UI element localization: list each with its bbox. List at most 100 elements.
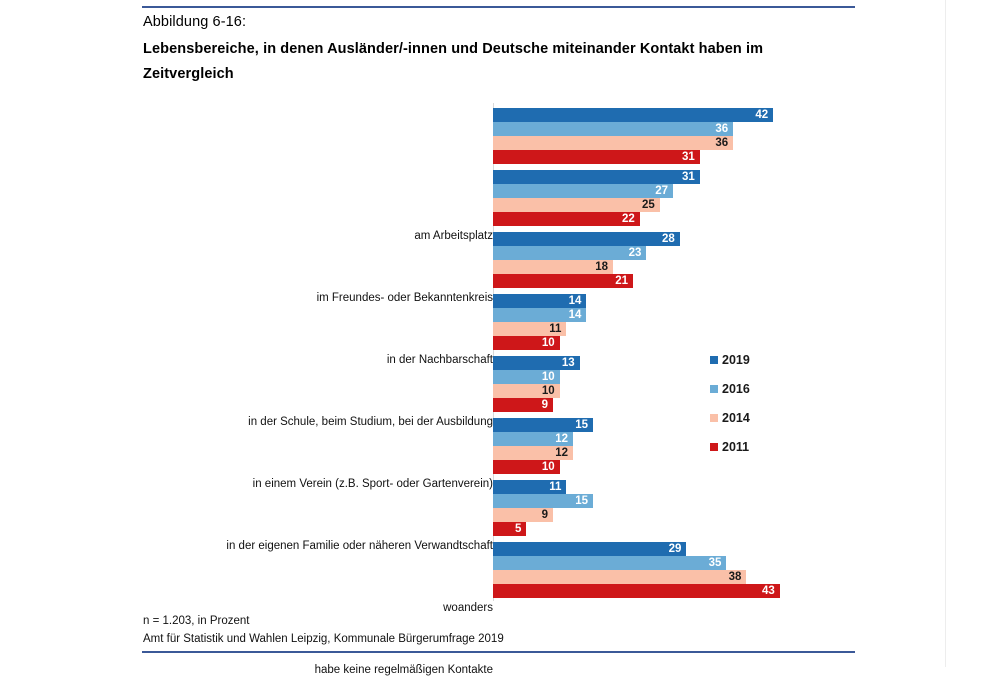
bar-row: 21 [493,274,855,288]
bar-value-label: 10 [541,385,555,397]
bar-value-label: 21 [615,275,629,287]
bar-value-label: 22 [621,213,635,225]
bar-row: 31 [493,170,855,184]
bar-value-label: 9 [541,399,549,411]
bar-2019-0[interactable] [493,108,774,122]
bar-value-label: 36 [715,137,729,149]
bar-value-label: 11 [549,481,562,493]
category-label: im Freundes- oder Bekanntenkreis [316,292,493,304]
bar-2019-6[interactable] [493,480,567,494]
bar-value-label: 42 [755,109,769,121]
footnote-source: Amt für Statistik und Wahlen Leipzig, Ko… [143,633,504,645]
legend-label: 2011 [722,440,750,454]
bar-value-label: 25 [641,199,655,211]
bar-value-label: 31 [681,151,695,163]
bar-value-label: 14 [568,309,582,321]
bar-value-label: 28 [661,233,675,245]
bar-2016-2[interactable] [493,246,647,260]
bar-row: 18 [493,260,855,274]
bar-2011-1[interactable] [493,212,640,226]
figure-title: Lebensbereiche, in denen Ausländer/-inne… [143,41,764,82]
bar-2011-5[interactable] [493,460,560,474]
bar-value-label: 35 [708,557,722,569]
bar-2016-5[interactable] [493,432,574,446]
bar-row: 14 [493,294,855,308]
category-label: am Arbeitsplatz [414,230,493,242]
bar-2011-4[interactable] [493,398,554,412]
bar-row: 9 [493,398,855,412]
bar-row: 35 [493,556,855,570]
bar-row: 13 [493,356,855,370]
bar-value-label: 14 [568,295,582,307]
top-divider-rule [142,6,855,8]
bar-2014-5[interactable] [493,446,574,460]
bar-row: 22 [493,212,855,226]
bar-row: 31 [493,150,855,164]
bar-2011-0[interactable] [493,150,700,164]
bar-2011-7[interactable] [493,584,780,598]
bar-2014-1[interactable] [493,198,660,212]
bar-2016-4[interactable] [493,370,560,384]
bar-value-label: 23 [628,247,642,259]
legend-label: 2014 [722,411,750,425]
bar-row: 27 [493,184,855,198]
bar-2014-3[interactable] [493,322,567,336]
bar-row: 36 [493,122,855,136]
bar-2016-3[interactable] [493,308,587,322]
bar-2016-7[interactable] [493,556,727,570]
footnote-n: n = 1.203, in Prozent [143,615,250,627]
bar-row: 14 [493,308,855,322]
bar-value-label: 12 [555,447,569,459]
bar-value-label: 38 [728,571,742,583]
bar-value-label: 5 [514,523,522,535]
figure-footnote: n = 1.203, in Prozent Amt für Statistik … [143,612,504,648]
bar-2014-7[interactable] [493,570,747,584]
bar-2011-2[interactable] [493,274,634,288]
bar-value-label: 27 [655,185,669,197]
bar-row: 10 [493,384,855,398]
bar-2019-5[interactable] [493,418,594,432]
bar-row: 10 [493,460,855,474]
bar-value-label: 10 [541,461,555,473]
page-edge-margin [945,0,1000,667]
legend-swatch-icon [710,356,718,364]
bar-2014-2[interactable] [493,260,614,274]
bar-2016-0[interactable] [493,122,734,136]
bar-2019-3[interactable] [493,294,587,308]
bar-2016-6[interactable] [493,494,594,508]
bar-value-label: 10 [541,371,555,383]
category-label: in der Nachbarschaft [386,354,493,366]
bar-row: 15 [493,494,855,508]
bar-row: 23 [493,246,855,260]
bar-2011-6[interactable] [493,522,527,536]
bar-2019-4[interactable] [493,356,580,370]
bar-row: 11 [493,480,855,494]
category-label: in der Schule, beim Studium, bei der Aus… [248,416,493,428]
bar-row: 25 [493,198,855,212]
bar-row: 12 [493,432,855,446]
bar-2014-4[interactable] [493,384,560,398]
bar-2014-6[interactable] [493,508,554,522]
bar-row: 11 [493,322,855,336]
bar-value-label: 18 [595,261,609,273]
bar-2014-0[interactable] [493,136,734,150]
legend-swatch-icon [710,443,718,451]
bar-value-label: 9 [541,509,549,521]
bar-2011-3[interactable] [493,336,560,350]
bar-value-label: 15 [575,495,589,507]
bar-value-label: 43 [762,585,775,597]
figure-number: Abbildung 6-16: [143,14,247,30]
bar-row: 36 [493,136,855,150]
category-label: in der eigenen Familie oder näheren Verw… [226,540,493,552]
category-label: woanders [443,602,493,614]
bar-2019-1[interactable] [493,170,700,184]
legend-swatch-icon [710,385,718,393]
legend-label: 2019 [722,353,750,367]
bar-2019-2[interactable] [493,232,680,246]
bar-value-label: 29 [668,543,682,555]
bar-value-label: 15 [575,419,589,431]
bar-2019-7[interactable] [493,542,687,556]
category-label: in einem Verein (z.B. Sport- oder Garten… [252,478,493,490]
bar-2016-1[interactable] [493,184,674,198]
bar-value-label: 11 [549,323,562,335]
